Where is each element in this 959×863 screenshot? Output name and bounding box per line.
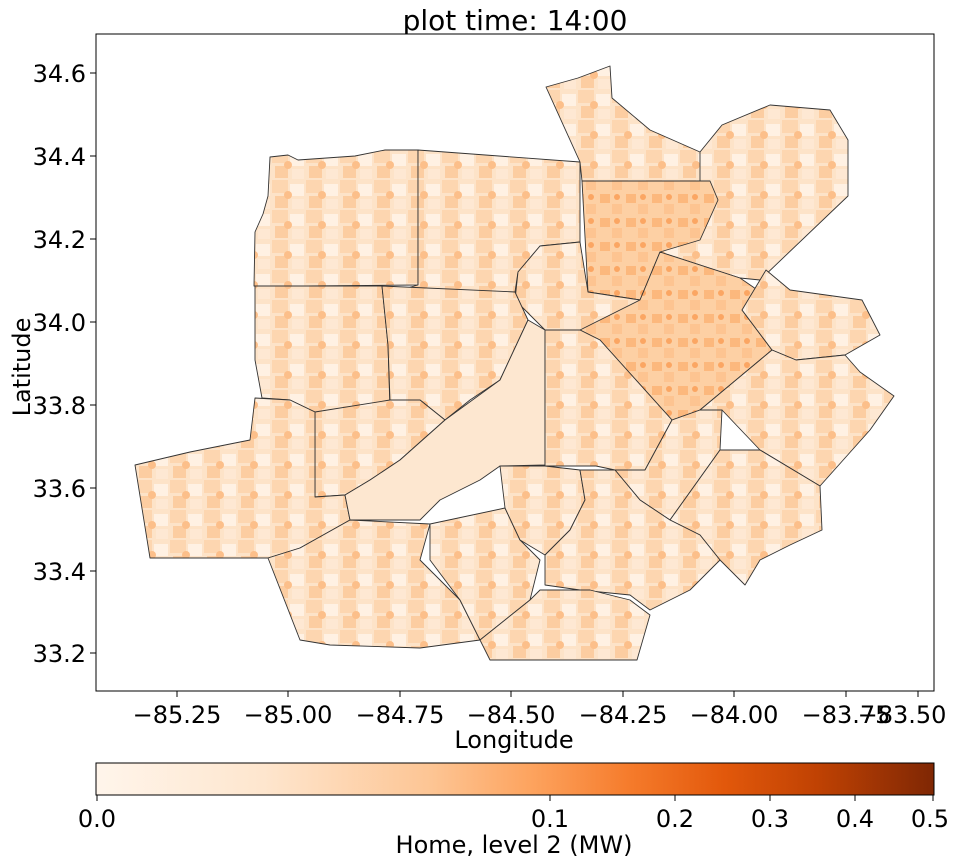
county-region xyxy=(699,349,895,487)
colorbar-gradient xyxy=(95,762,935,796)
y-tick-label: 34.6 xyxy=(33,60,86,88)
colorbar-tick-label: 0.5 xyxy=(911,805,949,833)
y-tick-label: 34.0 xyxy=(33,309,86,337)
colorbar-tick-label: 0.3 xyxy=(751,805,789,833)
x-tick-label: −85.25 xyxy=(133,701,222,729)
colorbar-label: Home, level 2 (MW) xyxy=(396,831,633,859)
county-region xyxy=(254,285,391,413)
county-region xyxy=(381,285,529,421)
county-region xyxy=(545,65,711,182)
y-tick-label: 33.2 xyxy=(33,640,86,668)
y-tick-label: 33.4 xyxy=(33,558,86,586)
colorbar-tick-label: 0.2 xyxy=(656,805,694,833)
plot-title: plot time: 14:00 xyxy=(403,4,628,37)
y-tick-label: 33.6 xyxy=(33,475,86,503)
colorbar-tick-label: 0.0 xyxy=(78,805,116,833)
y-tick-label: 34.4 xyxy=(33,143,86,171)
y-tick-label: 33.8 xyxy=(33,392,86,420)
county-region xyxy=(544,469,721,611)
x-tick-label: −85.00 xyxy=(244,701,333,729)
colorbar-tick-label: 0.1 xyxy=(531,805,569,833)
x-tick-label: −84.25 xyxy=(579,701,668,729)
county-region xyxy=(479,589,651,661)
x-axis: −85.25 −85.00 −84.75 −84.50 −84.25 −84.0… xyxy=(133,691,947,754)
y-tick-label: 34.2 xyxy=(33,226,86,254)
x-tick-label: −83.75 xyxy=(802,701,891,729)
county-regions xyxy=(134,65,895,661)
x-tick-label: −84.50 xyxy=(467,701,556,729)
county-region xyxy=(344,319,546,521)
y-axis-label: Latitude xyxy=(8,318,36,417)
x-axis-label: Longitude xyxy=(454,726,573,754)
colorbar: 0.0 0.1 0.2 0.3 0.4 0.5 Home, level 2 (M… xyxy=(78,762,949,859)
x-tick-label: −84.75 xyxy=(356,701,445,729)
x-tick-label: −84.00 xyxy=(690,701,779,729)
county-region xyxy=(253,149,419,287)
y-axis: 33.2 33.4 33.6 33.8 34.0 34.2 34.4 34.6 … xyxy=(8,60,96,668)
x-tick-label: −83.50 xyxy=(858,701,947,729)
colorbar-tick-label: 0.4 xyxy=(836,805,874,833)
map-axes: −85.25 −85.00 −84.75 −84.50 −84.25 −84.0… xyxy=(8,33,947,754)
